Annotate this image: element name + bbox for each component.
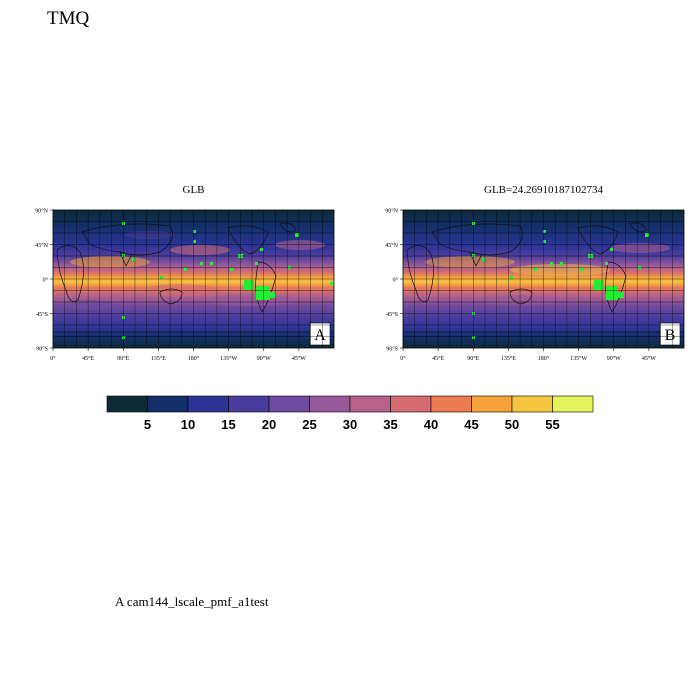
panel-b-lon-label: 135°E [501, 355, 516, 362]
panel-a-lon-label: 45°E [82, 355, 94, 362]
panel-b-lat-label: 90°S [386, 346, 398, 353]
colorbar-boxes [106, 395, 594, 413]
panel-a-lat-label: 90°N [35, 208, 48, 215]
colorbar-label: 25 [302, 417, 316, 432]
panel-a-lon-label: 90°W [257, 355, 271, 362]
page-title: TMQ [47, 8, 90, 29]
panel-a-lat-label: 0° [43, 277, 49, 284]
panel-a-tag-text: A [314, 327, 326, 344]
colorbar-box [147, 395, 189, 413]
panel-a-lon-label: 90°E [117, 355, 129, 362]
panel-a-lat-label: 45°S [36, 311, 48, 318]
panel-b-lat-label: 45°N [385, 242, 398, 249]
colorbar-box [187, 395, 229, 413]
panel-a-lon-label: 45°W [292, 355, 306, 362]
colorbar-label: 15 [221, 417, 235, 432]
panel-b-lon-label: 90°W [607, 355, 621, 362]
colorbar-box [228, 395, 270, 413]
colorbar-box [106, 395, 148, 413]
colorbar-box [390, 395, 432, 413]
maps-figure: A [35, 208, 685, 363]
panel-b-lon-label: 45°W [642, 355, 656, 362]
panel-b-lon-label: 0° [400, 355, 406, 362]
panel-a-axes: 90°N45°N0°45°S90°S0° 45°E 90°E 135°E 180° 135… [35, 208, 306, 363]
panel-b-tag: B [659, 322, 681, 346]
colorbar-labels: 5 10 15 20 25 30 35 40 45 50 55 [144, 417, 560, 432]
panel-b-lon-label: 90°E [467, 355, 479, 362]
colorbar-label: 30 [343, 417, 357, 432]
colorbar-label: 45 [464, 417, 478, 432]
colorbar-label: 40 [424, 417, 438, 432]
footer-label: A cam144_lscale_pmf_a1test [115, 594, 269, 609]
panel-b-lat-label: 0° [393, 277, 399, 284]
panel-a-grid [53, 210, 334, 348]
panel-a-lon-label: 135°W [220, 355, 237, 362]
panel-a-lon-label: 180° [188, 355, 200, 362]
colorbar-label: 50 [505, 417, 519, 432]
colorbar-label: 10 [181, 417, 195, 432]
panel-a-lon-label: 135°E [151, 355, 166, 362]
panel-b-lon-label: 45°E [432, 355, 444, 362]
panel-a-lon-label: 0° [50, 355, 56, 362]
colorbar-box [471, 395, 513, 413]
panel-b-grid [403, 210, 684, 348]
panel-a-lat-label: 45°N [35, 242, 48, 249]
panel-b-lat-label: 90°N [385, 208, 398, 215]
colorbar-label: 5 [144, 417, 151, 432]
panel-b-lon-label: 135°W [570, 355, 587, 362]
colorbar-box [430, 395, 472, 413]
panel-a-markers [122, 222, 333, 339]
panel-b-axes: 90°N45°N0°45°S90°S0° 45°E 90°E 135°E 180° 135… [385, 208, 656, 363]
colorbar-label: 35 [383, 417, 397, 432]
panel-a-lat-label: 90°S [36, 346, 48, 353]
panel-b-lon-label: 180° [538, 355, 550, 362]
panel-b-lat-label: 45°S [386, 311, 398, 318]
colorbar-box [349, 395, 391, 413]
panel-b-title: GLB=24.26910187102734 [484, 184, 603, 196]
panel-a-title: GLB [182, 184, 205, 196]
colorbar-label: 20 [262, 417, 276, 432]
colorbar-box [309, 395, 351, 413]
panel-a-tag: A [309, 322, 331, 346]
colorbar-box [552, 395, 594, 413]
panel-b-tag-text: B [665, 327, 676, 344]
colorbar-box [511, 395, 553, 413]
colorbar-box [268, 395, 310, 413]
colorbar: 5 10 15 20 25 30 35 40 45 50 55 [106, 395, 594, 432]
colorbar-label: 55 [545, 417, 559, 432]
